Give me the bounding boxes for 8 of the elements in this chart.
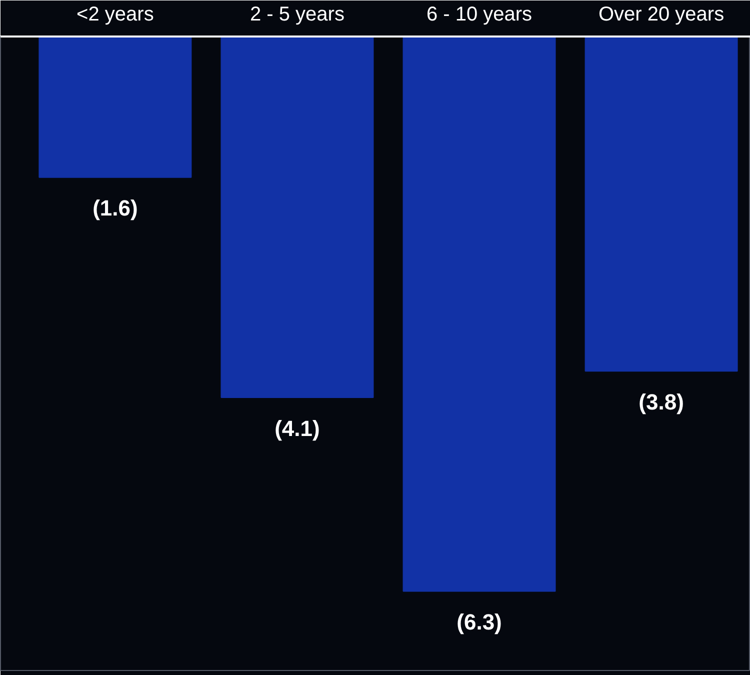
data-label: (1.6) [92,196,138,221]
data-label: (6.3) [456,610,502,635]
x-tick-label: <2 years [76,4,154,26]
x-tick-label: Over 20 years [598,4,724,26]
x-tick-label: 6 - 10 years [426,4,532,26]
x-tick-label: 2 - 5 years [250,4,344,26]
data-label: (3.8) [638,389,684,414]
data-label: (4.1) [274,416,320,441]
